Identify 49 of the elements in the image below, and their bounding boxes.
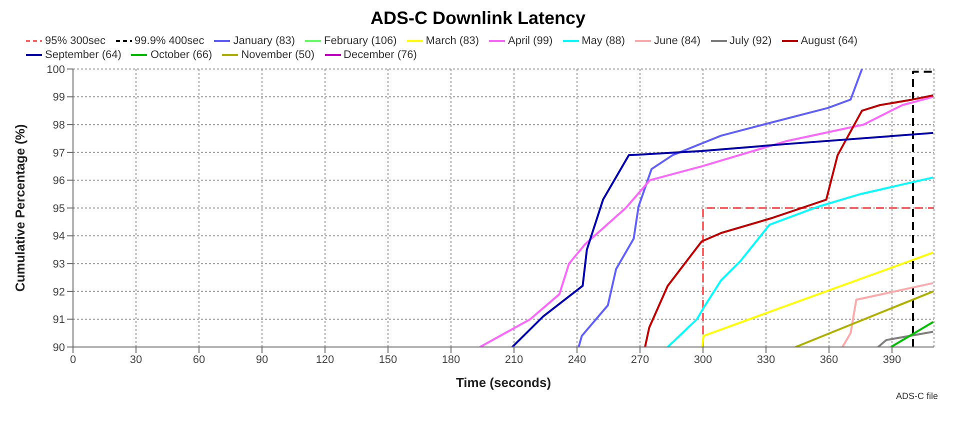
y-tick-label: 98 xyxy=(52,120,65,132)
y-tick-label: 91 xyxy=(52,314,65,326)
legend-label: June (84) xyxy=(654,35,700,47)
legend-label: February (106) xyxy=(324,35,397,47)
x-tick-label: 270 xyxy=(630,354,650,366)
x-tick-label: 30 xyxy=(130,354,142,366)
legend-label: March (83) xyxy=(426,35,479,47)
x-tick-label: 180 xyxy=(442,354,460,366)
y-tick-label: 99 xyxy=(52,92,65,104)
x-tick-label: 0 xyxy=(70,354,76,366)
legend-label: July (92) xyxy=(730,35,772,47)
chart-title: ADS-C Downlink Latency xyxy=(369,8,587,29)
line-series xyxy=(841,282,934,347)
legend-label: August (64) xyxy=(800,35,858,47)
y-tick-label: 93 xyxy=(52,258,65,271)
legend-label: November (50) xyxy=(241,49,315,61)
x-tick-label: 390 xyxy=(882,354,902,366)
x-tick-label: 60 xyxy=(192,354,206,366)
x-tick-label: 120 xyxy=(316,354,334,366)
x-tick-label: 360 xyxy=(820,354,838,366)
line-series xyxy=(644,94,934,347)
legend-label: May (88) xyxy=(582,35,626,47)
line-series xyxy=(666,176,934,347)
legend-label: April (99) xyxy=(508,35,553,47)
x-tick-label: 240 xyxy=(568,354,586,366)
legend-label: 95% 300sec xyxy=(45,35,106,47)
legend-label: January (83) xyxy=(233,35,296,47)
legend-label: October (66) xyxy=(150,49,212,61)
legend-label: 99.9% 400sec xyxy=(134,35,204,47)
line-series xyxy=(578,69,863,347)
y-tick-label: 100 xyxy=(46,64,65,76)
x-tick-label: 300 xyxy=(694,354,712,366)
y-tick-label: 96 xyxy=(52,175,65,188)
x-axis-title: Time (seconds) xyxy=(456,375,552,390)
text: ADS-C file xyxy=(896,391,938,401)
y-tick-label: 92 xyxy=(52,286,65,298)
x-tick-label: 150 xyxy=(378,354,398,366)
line-series xyxy=(478,96,934,347)
y-axis-title: Cumulative Percentage (%) xyxy=(12,124,28,292)
line-series xyxy=(511,132,934,347)
y-tick-label: 94 xyxy=(52,230,65,243)
y-tick-label: 97 xyxy=(52,147,65,160)
x-tick-label: 330 xyxy=(756,354,776,366)
legend-label: December (76) xyxy=(344,49,417,61)
x-tick-label: 210 xyxy=(504,354,524,366)
y-tick-label: 90 xyxy=(52,342,65,354)
x-tick-label: 90 xyxy=(256,354,268,366)
legend-label: September (64) xyxy=(45,49,122,61)
y-tick-label: 95 xyxy=(52,202,65,215)
